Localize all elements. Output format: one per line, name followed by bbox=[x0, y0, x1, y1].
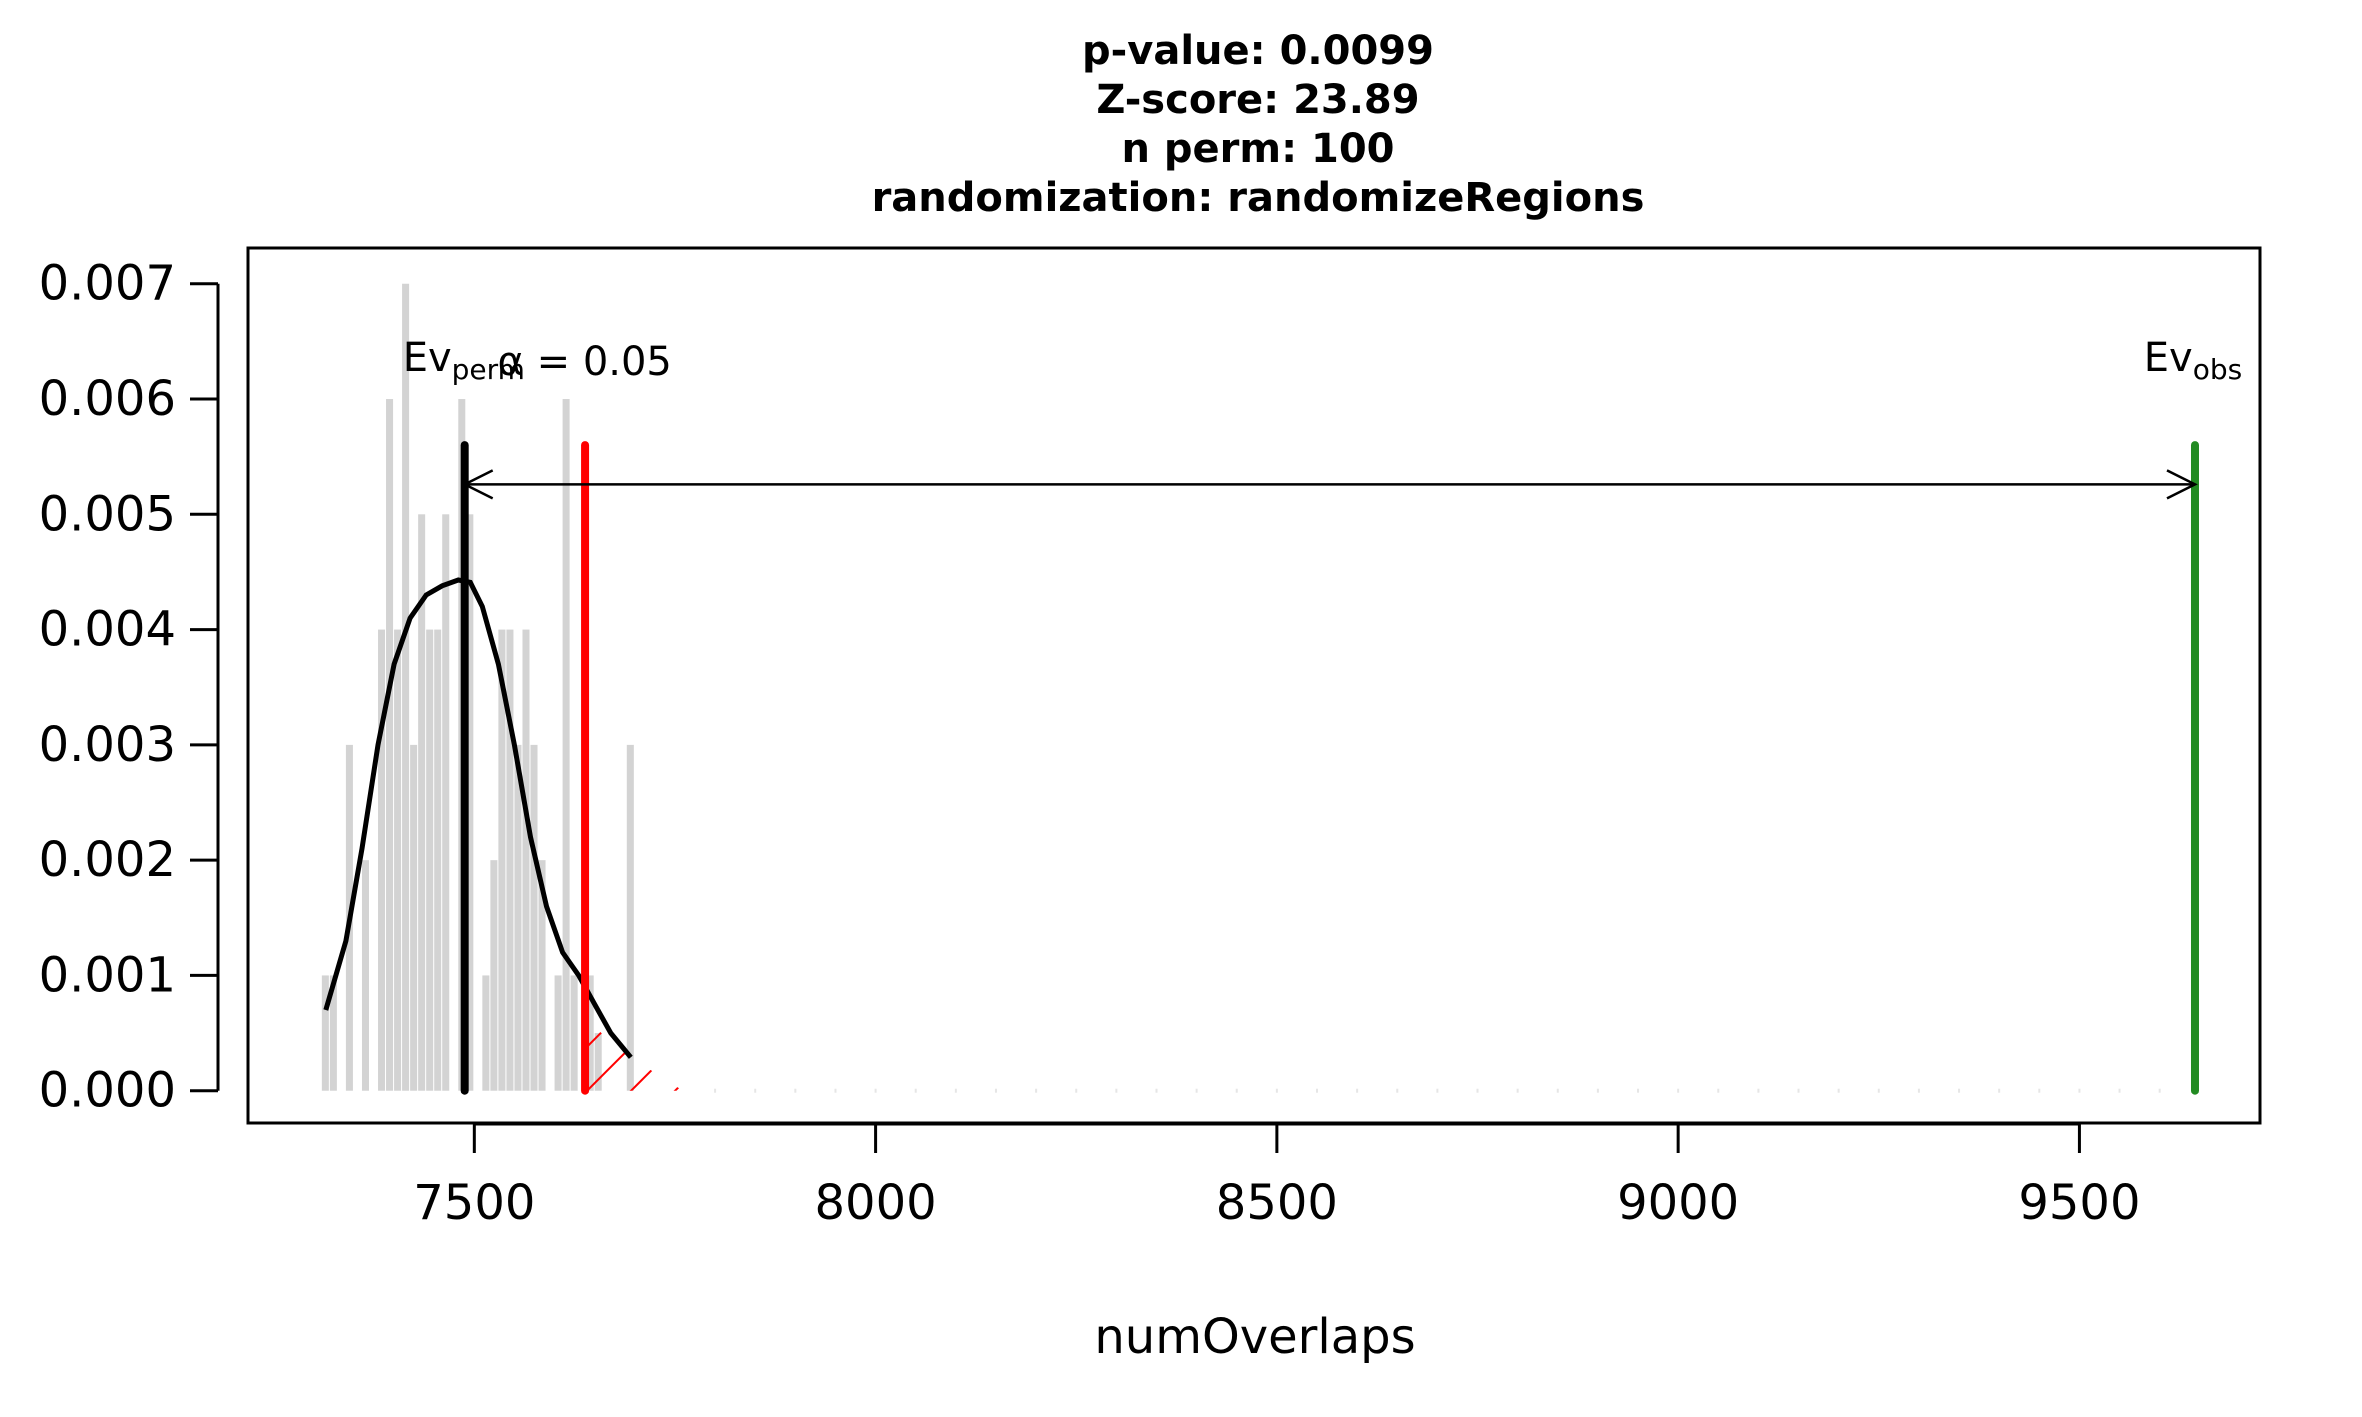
y-axis: 0.000 0.001 0.002 0.003 0.004 0.005 0.006 0.007 bbox=[39, 256, 220, 1119]
hist-bar bbox=[498, 629, 506, 1091]
ev-obs-label-sub: obs bbox=[2193, 353, 2243, 386]
hist-bar bbox=[490, 860, 498, 1091]
ev-perm-label-sub: perm bbox=[452, 353, 525, 386]
y-tick-label: 0.003 bbox=[39, 717, 176, 773]
hist-bar bbox=[522, 629, 530, 1091]
x-axis-label: numOverlaps bbox=[1094, 1309, 1415, 1365]
hist-bar bbox=[410, 744, 418, 1091]
title-line-nperm: n perm: 100 bbox=[1122, 126, 1395, 172]
y-tick-label: 0.006 bbox=[39, 371, 176, 427]
hist-bar bbox=[329, 975, 337, 1091]
hist-bar bbox=[378, 629, 386, 1091]
y-tick-label: 0.001 bbox=[39, 947, 176, 1003]
hatch-line bbox=[1333, 1033, 1393, 1093]
hatch-line bbox=[1201, 1033, 1261, 1093]
hist-bar bbox=[554, 975, 562, 1091]
hist-bar bbox=[321, 975, 329, 1091]
hatch-line bbox=[849, 1033, 909, 1093]
hatch-line bbox=[1421, 1033, 1481, 1093]
hist-bar bbox=[442, 514, 450, 1091]
rug-marks bbox=[714, 1088, 2161, 1093]
y-tick-label: 0.002 bbox=[39, 832, 176, 888]
hatch-line bbox=[805, 1033, 865, 1093]
title-line-zscore: Z-score: 23.89 bbox=[1096, 77, 1419, 123]
hatch-line bbox=[761, 1033, 821, 1093]
arrow-head-left bbox=[461, 469, 494, 500]
hatch-line bbox=[1069, 1033, 1129, 1093]
alpha-tail-shading bbox=[233, 1032, 1481, 1093]
hist-bar bbox=[434, 629, 442, 1091]
hatch-line bbox=[937, 1033, 997, 1093]
hist-bar bbox=[514, 744, 522, 1091]
y-tick-label: 0.007 bbox=[39, 256, 176, 312]
x-tick-label: 7500 bbox=[413, 1175, 535, 1231]
hatch-line bbox=[233, 1033, 293, 1093]
x-tick-label: 9500 bbox=[2018, 1175, 2140, 1231]
hist-bar bbox=[562, 399, 570, 1091]
hatch-line bbox=[1157, 1033, 1217, 1093]
ev-obs-label-main: Ev bbox=[2144, 335, 2193, 381]
hist-bar bbox=[361, 860, 369, 1091]
x-tick-label: 8000 bbox=[815, 1175, 937, 1231]
hist-bar bbox=[594, 1033, 602, 1091]
title-line-randomization: randomization: randomizeRegions bbox=[872, 175, 1645, 221]
y-tick-label: 0.005 bbox=[39, 486, 176, 542]
hatch-line bbox=[628, 1032, 683, 1091]
chart-title: p-value: 0.0099 Z-score: 23.89 n perm: 1… bbox=[872, 28, 1645, 221]
hatch-line bbox=[672, 1032, 683, 1091]
title-line-pvalue: p-value: 0.0099 bbox=[1082, 28, 1434, 74]
ev-perm-label-main: Ev bbox=[403, 335, 452, 381]
hist-bar bbox=[386, 399, 394, 1091]
hist-bar bbox=[394, 629, 402, 1091]
hist-bar bbox=[586, 975, 594, 1091]
y-tick-label: 0.004 bbox=[39, 602, 176, 658]
ev-obs-label: Evobs bbox=[2144, 335, 2242, 386]
hist-bar bbox=[626, 744, 634, 1091]
hist-bar bbox=[506, 629, 514, 1091]
ev-perm-label: Evperm bbox=[403, 335, 525, 386]
difference-arrow bbox=[461, 469, 2198, 500]
hist-bar bbox=[466, 514, 474, 1091]
hist-bar bbox=[530, 744, 538, 1091]
hatch-line bbox=[893, 1033, 953, 1093]
alpha-label: α = 0.05 bbox=[498, 339, 672, 385]
hist-bar bbox=[418, 514, 426, 1091]
x-tick-label: 8500 bbox=[1216, 1175, 1338, 1231]
hatch-line bbox=[1113, 1033, 1173, 1093]
hatch-line bbox=[1377, 1033, 1437, 1093]
hatch-line bbox=[1245, 1033, 1305, 1093]
x-axis: 7500 8000 8500 9000 9500 bbox=[413, 1122, 2141, 1231]
hist-bar bbox=[426, 629, 434, 1091]
hist-bar bbox=[402, 283, 410, 1091]
x-tick-label: 9000 bbox=[1617, 1175, 1739, 1231]
hatch-line bbox=[1025, 1033, 1085, 1093]
arrow-head-right bbox=[2166, 469, 2198, 500]
y-tick-label: 0.000 bbox=[39, 1063, 176, 1119]
density-curve bbox=[323, 577, 633, 1059]
hist-bar bbox=[482, 975, 490, 1091]
hatch-line bbox=[585, 1032, 602, 1091]
hatch-line bbox=[717, 1033, 777, 1093]
hatch-line bbox=[981, 1033, 1041, 1093]
hist-bar bbox=[538, 860, 546, 1091]
hist-bar bbox=[570, 975, 578, 1091]
hatch-line bbox=[1289, 1033, 1349, 1093]
